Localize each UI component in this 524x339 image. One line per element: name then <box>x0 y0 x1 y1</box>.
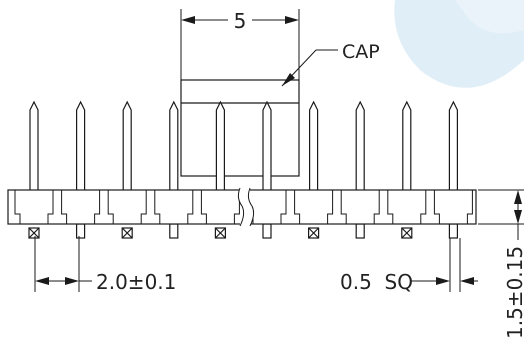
pin <box>76 100 86 190</box>
dimension-pin-label: 0.5 SQ <box>340 270 413 294</box>
pin-stub <box>169 223 179 239</box>
housing-cell <box>387 190 427 224</box>
dimension-top <box>180 9 300 86</box>
housing-cell <box>61 190 101 224</box>
pin-stub <box>28 227 40 239</box>
pin-stub <box>355 223 365 239</box>
pin <box>122 100 132 190</box>
pin <box>448 100 458 190</box>
dimension-pitch-label: 2.0±0.1 <box>96 270 176 294</box>
pin-stub <box>75 223 86 239</box>
housing-cells <box>14 190 473 224</box>
dimension-top-label: 5 <box>234 9 247 33</box>
housing-cell <box>14 190 54 224</box>
cap-label: CAP <box>342 41 380 63</box>
housing-cell <box>107 190 147 224</box>
pin <box>169 100 179 190</box>
pins <box>28 100 458 239</box>
watermark-logo <box>340 0 524 88</box>
dimension-pin <box>410 238 478 292</box>
housing-cell <box>154 190 194 224</box>
housing-cell <box>433 190 473 224</box>
pin-stub <box>214 227 226 239</box>
pin-stub <box>308 227 320 239</box>
dimension-pitch <box>34 236 92 292</box>
pin-stub <box>262 223 272 239</box>
housing-cell <box>340 190 380 224</box>
dimension-height-label: 1.5±0.15 <box>503 246 524 339</box>
pin <box>309 100 319 190</box>
pin-stub <box>448 223 458 239</box>
pin-stub <box>401 227 413 239</box>
pin <box>402 100 412 190</box>
pin <box>215 100 225 190</box>
cap-body <box>180 79 300 177</box>
pin-stub <box>121 227 133 239</box>
housing-cell <box>294 190 334 224</box>
pin <box>262 100 272 190</box>
break-mark <box>237 186 255 228</box>
pin <box>355 100 365 190</box>
pin <box>29 100 39 190</box>
dimension-height <box>478 189 524 240</box>
